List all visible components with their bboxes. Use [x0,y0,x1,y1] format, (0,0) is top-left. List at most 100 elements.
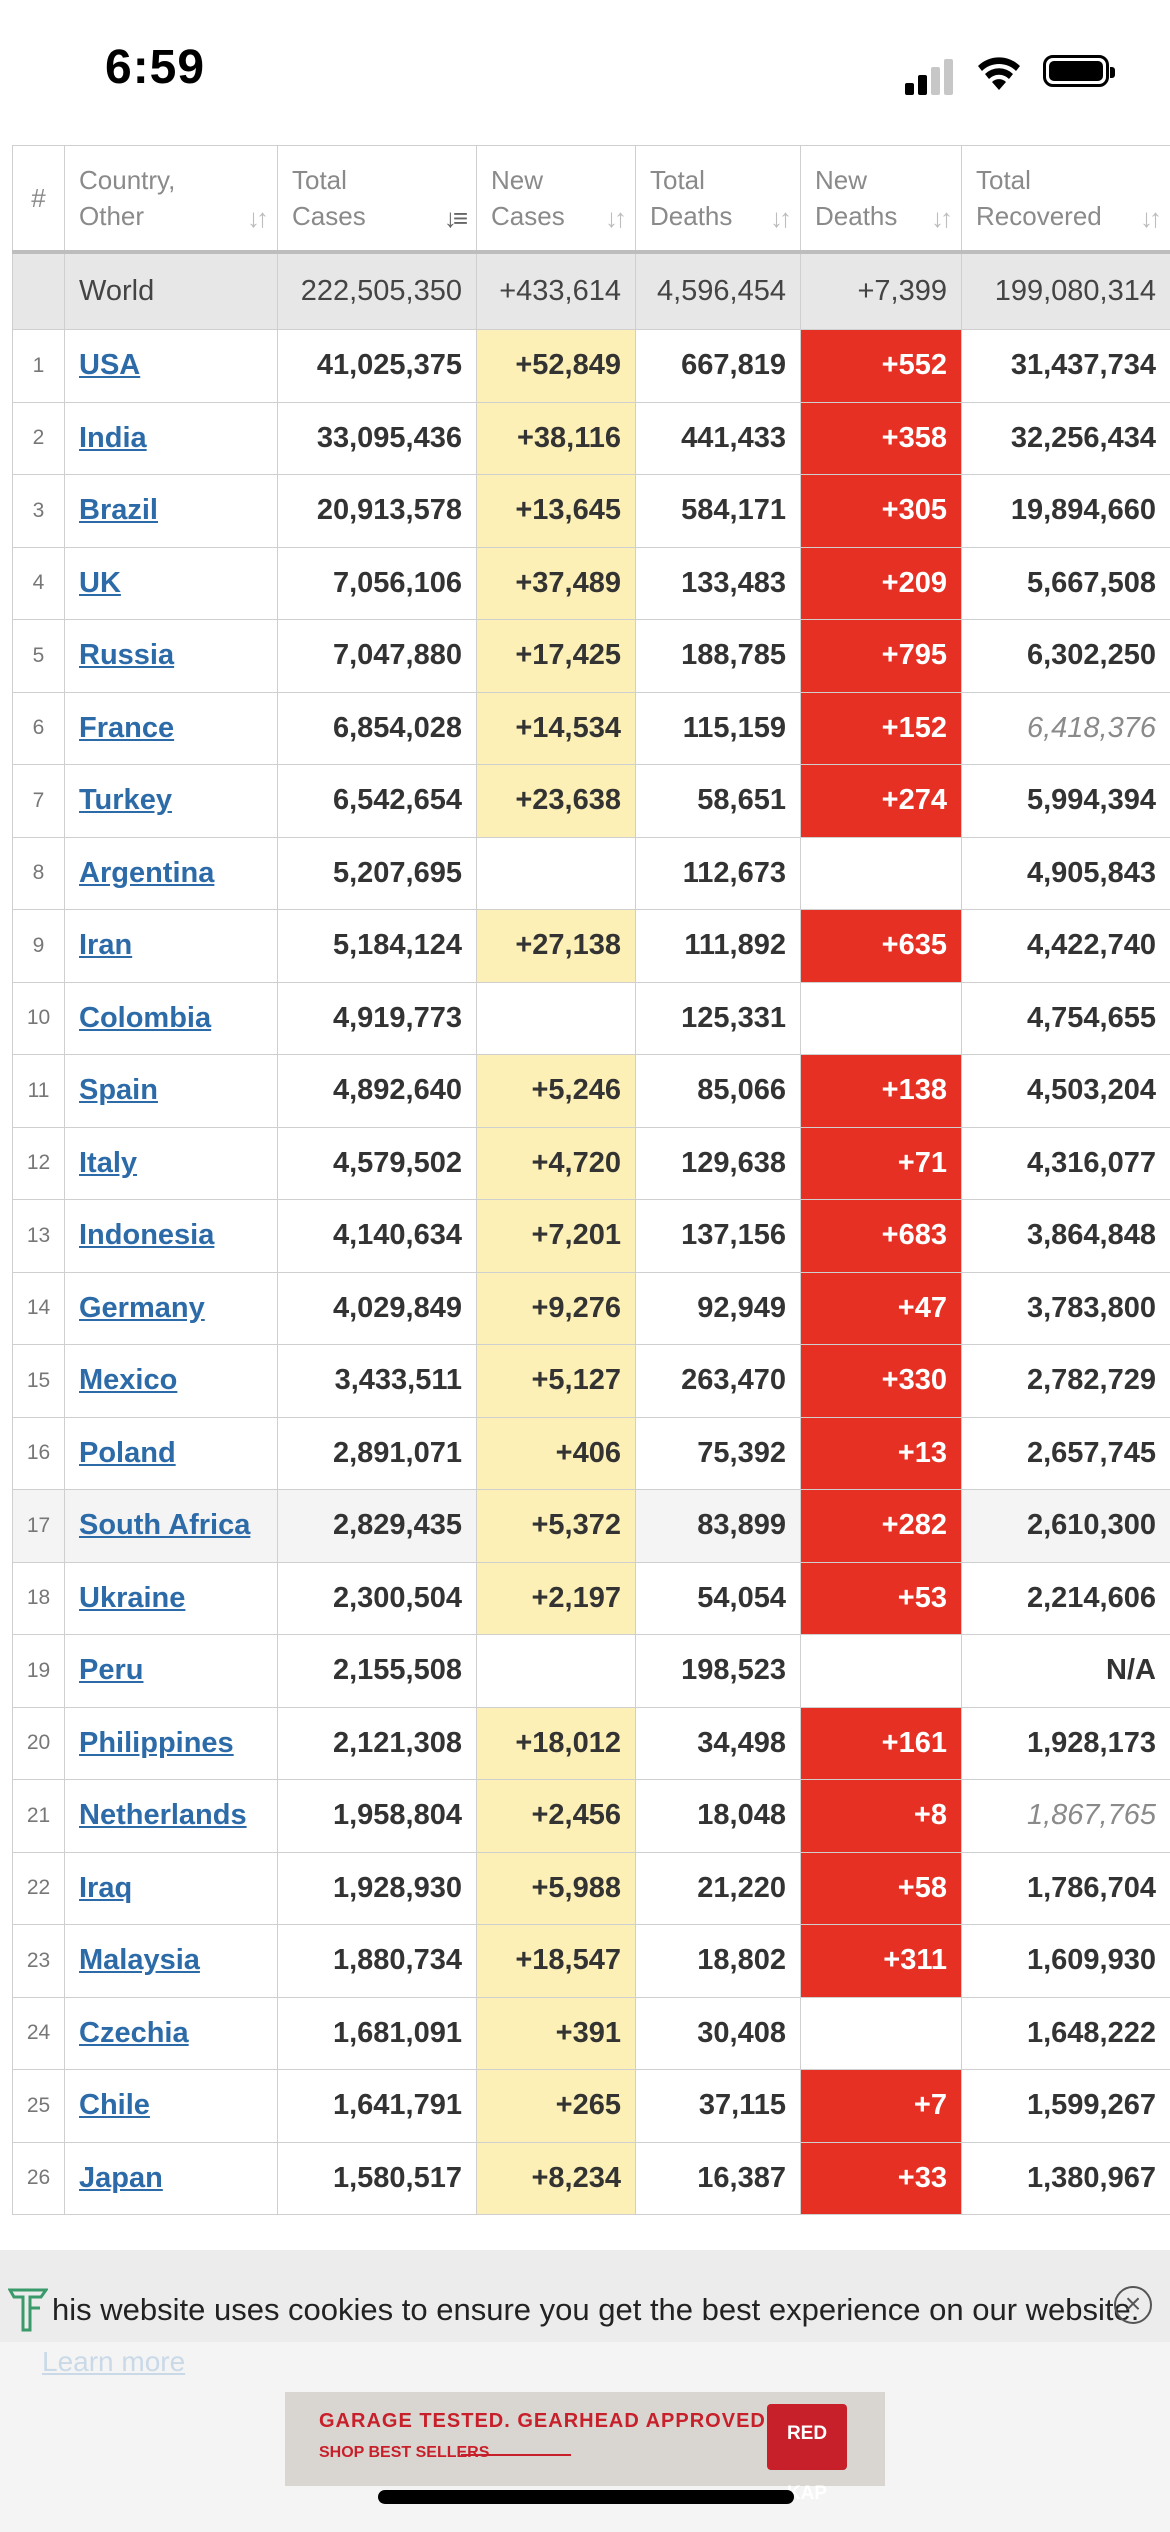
new-deaths-cell: +274 [800,764,962,838]
total-cases-cell: 1,681,091 [277,1996,477,2070]
country-link[interactable]: Iran [79,929,133,962]
arrow-icon [461,2454,571,2456]
cookie-banner: his website uses cookies to ensure you g… [0,2250,1170,2532]
country-cell: Chile [64,2069,278,2143]
table-row: 12 Italy 4,579,502 +4,720 129,638 +71 4,316,07… [12,1126,1170,1200]
country-link[interactable]: Netherlands [79,1799,247,1832]
country-link[interactable]: Argentina [79,856,215,889]
total-recovered-cell: 6,418,376 [961,691,1170,765]
rank-cell: 4 [12,546,65,620]
country-link[interactable]: Brazil [79,494,158,527]
learn-more-link[interactable]: Learn more [42,2346,186,2377]
country-link[interactable]: USA [79,349,141,382]
total-cases-cell: 2,829,435 [277,1489,477,1563]
total-cases-cell: 4,029,849 [277,1271,477,1345]
total-recovered-cell: 6,302,250 [961,619,1170,693]
country-link[interactable]: Poland [79,1436,176,1469]
country-link[interactable]: Chile [79,2089,150,2122]
rank-cell: 15 [12,1344,65,1418]
total-deaths-cell: 30,408 [635,1996,801,2070]
table-row: 24 Czechia 1,681,091 +391 30,408 1,648,222 [12,1996,1170,2070]
country-cell: Colombia [64,981,278,1055]
ad-headline: GARAGE TESTED. GEARHEAD APPROVED. [319,2410,773,2432]
country-link[interactable]: Czechia [79,2016,189,2049]
table-row: 6 France 6,854,028 +14,534 115,159 +152 6,418,… [12,691,1170,765]
new-deaths-cell [800,1996,962,2070]
table-row: 11 Spain 4,892,640 +5,246 85,066 +138 4,503,20… [12,1054,1170,1128]
total-cases-cell: 1,958,804 [277,1779,477,1853]
total-cases-cell: 5,207,695 [277,836,477,910]
rank-cell: 16 [12,1416,65,1490]
country-link[interactable]: Peru [79,1654,144,1687]
total-cases-cell: 2,155,508 [277,1634,477,1708]
world-total-deaths: 4,596,454 [635,251,801,330]
country-link[interactable]: Mexico [79,1364,178,1397]
home-indicator[interactable] [378,2490,794,2504]
new-deaths-cell: +330 [800,1344,962,1418]
ad-banner[interactable]: GARAGE TESTED. GEARHEAD APPROVED. SHOP B… [285,2392,885,2504]
table-row: 5 Russia 7,047,880 +17,425 188,785 +795 6,302,… [12,619,1170,693]
country-link[interactable]: Iraq [79,1871,133,1904]
country-cell: Germany [64,1271,278,1345]
header-total-deaths[interactable]: Total Deaths ↓↑ [635,145,801,254]
country-link[interactable]: Germany [79,1291,205,1324]
battery-icon [1043,55,1115,87]
new-deaths-cell: +152 [800,691,962,765]
table-header-row: # Country, Other ↓↑ Total Cases ↓≡ New C… [12,145,1170,254]
total-recovered-cell: N/A [961,1634,1170,1708]
country-cell: Turkey [64,764,278,838]
new-deaths-cell: +161 [800,1706,962,1780]
country-cell: Czechia [64,1996,278,2070]
country-link[interactable]: Russia [79,639,175,672]
world-total-cases: 222,505,350 [277,251,477,330]
new-deaths-cell: +282 [800,1489,962,1563]
total-deaths-cell: 92,949 [635,1271,801,1345]
total-recovered-cell: 2,657,745 [961,1416,1170,1490]
total-deaths-cell: 137,156 [635,1199,801,1273]
country-link[interactable]: Indonesia [79,1219,215,1252]
country-link[interactable]: India [79,421,147,454]
new-cases-cell: +38,116 [476,401,636,475]
total-deaths-cell: 18,802 [635,1924,801,1998]
country-link[interactable]: Malaysia [79,1944,200,1977]
new-cases-cell: +391 [476,1996,636,2070]
country-cell: Mexico [64,1344,278,1418]
country-link[interactable]: Italy [79,1146,138,1179]
country-link[interactable]: France [79,711,175,744]
header-rank[interactable]: # [12,145,65,254]
total-deaths-cell: 37,115 [635,2069,801,2143]
total-recovered-cell: 2,214,606 [961,1561,1170,1635]
country-link[interactable]: Philippines [79,1726,234,1759]
header-new-deaths[interactable]: New Deaths ↓↑ [800,145,962,254]
country-link[interactable]: South Africa [79,1509,251,1542]
total-cases-cell: 4,892,640 [277,1054,477,1128]
country-link[interactable]: UK [79,566,121,599]
new-deaths-cell: +311 [800,1924,962,1998]
new-cases-cell: +7,201 [476,1199,636,1273]
new-cases-cell: +2,456 [476,1779,636,1853]
new-deaths-cell: +33 [800,2141,962,2215]
country-link[interactable]: Japan [79,2161,163,2194]
country-link[interactable]: Spain [79,1074,158,1107]
new-cases-cell: +8,234 [476,2141,636,2215]
new-cases-cell: +18,547 [476,1924,636,1998]
header-new-cases[interactable]: New Cases ↓↑ [476,145,636,254]
table-row: 22 Iraq 1,928,930 +5,988 21,220 +58 1,786,704 [12,1851,1170,1925]
table-row: 13 Indonesia 4,140,634 +7,201 137,156 +683 3,8… [12,1199,1170,1273]
header-country[interactable]: Country, Other ↓↑ [64,145,278,254]
new-deaths-cell: +58 [800,1851,962,1925]
close-icon[interactable]: × [1114,2286,1152,2324]
total-deaths-cell: 54,054 [635,1561,801,1635]
country-link[interactable]: Colombia [79,1001,212,1034]
rank-cell: 2 [12,401,65,475]
rank-cell: 17 [12,1489,65,1563]
country-link[interactable]: Ukraine [79,1581,186,1614]
country-link[interactable]: Turkey [79,784,172,817]
new-deaths-cell: +358 [800,401,962,475]
country-cell: Brazil [64,474,278,548]
header-total-cases[interactable]: Total Cases ↓≡ [277,145,477,254]
total-deaths-cell: 125,331 [635,981,801,1055]
new-cases-cell: +14,534 [476,691,636,765]
header-total-recovered[interactable]: Total Recovered ↓↑ [961,145,1170,254]
total-cases-cell: 6,542,654 [277,764,477,838]
